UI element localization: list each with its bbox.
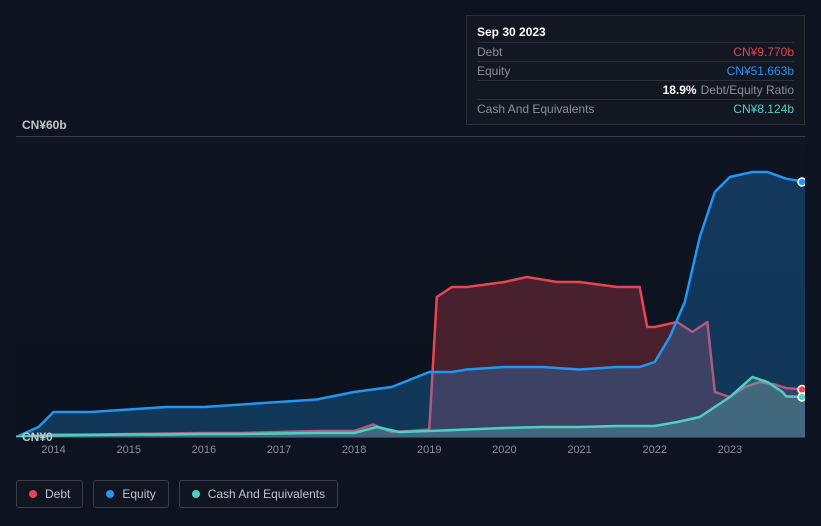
x-tick: 2020 bbox=[492, 444, 516, 456]
series-marker bbox=[798, 386, 805, 394]
chart-svg bbox=[16, 137, 805, 437]
legend-dot-icon bbox=[29, 490, 37, 498]
legend-debt[interactable]: Debt bbox=[16, 480, 83, 508]
chart-tooltip: Sep 30 2023 Debt CN¥9.770b Equity CN¥51.663… bbox=[466, 15, 805, 125]
plot-area[interactable] bbox=[16, 136, 805, 438]
legend-equity[interactable]: Equity bbox=[93, 480, 168, 508]
tooltip-value: CN¥8.124b bbox=[733, 102, 794, 116]
legend-label: Debt bbox=[45, 487, 70, 501]
series-marker bbox=[798, 393, 805, 401]
series-fill-equity bbox=[16, 172, 805, 437]
x-tick: 2016 bbox=[192, 444, 216, 456]
chart-legend: Debt Equity Cash And Equivalents bbox=[16, 480, 338, 508]
legend-label: Cash And Equivalents bbox=[208, 487, 325, 501]
financial-chart: CN¥60b CN¥0 2014201520162017201820192020… bbox=[16, 120, 805, 460]
tooltip-label: Cash And Equivalents bbox=[477, 102, 594, 116]
legend-dot-icon bbox=[192, 490, 200, 498]
tooltip-ratio-label: Debt/Equity Ratio bbox=[701, 83, 794, 97]
y-axis-max-label: CN¥60b bbox=[22, 118, 67, 132]
legend-label: Equity bbox=[122, 487, 155, 501]
x-tick: 2022 bbox=[642, 444, 666, 456]
tooltip-ratio-value: 18.9% bbox=[663, 83, 697, 97]
x-tick: 2019 bbox=[417, 444, 441, 456]
x-tick: 2018 bbox=[342, 444, 366, 456]
tooltip-value: CN¥9.770b bbox=[733, 45, 794, 59]
tooltip-row: Debt CN¥9.770b bbox=[477, 42, 794, 61]
series-marker bbox=[798, 178, 805, 186]
x-tick: 2014 bbox=[41, 444, 65, 456]
x-tick: 2023 bbox=[718, 444, 742, 456]
tooltip-label: Debt bbox=[477, 45, 502, 59]
tooltip-row: Cash And Equivalents CN¥8.124b bbox=[477, 99, 794, 118]
legend-cash[interactable]: Cash And Equivalents bbox=[179, 480, 338, 508]
tooltip-label: Equity bbox=[477, 64, 510, 78]
tooltip-date: Sep 30 2023 bbox=[477, 22, 794, 42]
x-tick: 2021 bbox=[567, 444, 591, 456]
x-tick: 2017 bbox=[267, 444, 291, 456]
legend-dot-icon bbox=[106, 490, 114, 498]
x-tick: 2015 bbox=[116, 444, 140, 456]
x-axis: 2014 2015 2016 2017 2018 2019 2020 2021 2022 2023 bbox=[16, 440, 805, 460]
tooltip-row: 18.9% Debt/Equity Ratio bbox=[477, 80, 794, 99]
tooltip-row: Equity CN¥51.663b bbox=[477, 61, 794, 80]
tooltip-value: CN¥51.663b bbox=[727, 64, 794, 78]
